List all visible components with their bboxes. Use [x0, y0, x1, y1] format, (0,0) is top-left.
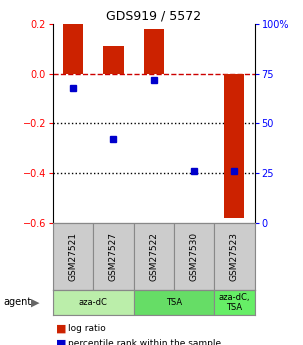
Text: percentile rank within the sample: percentile rank within the sample [68, 339, 221, 345]
Bar [224, 74, 245, 218]
Bar [103, 47, 124, 74]
Text: GSM27522: GSM27522 [149, 232, 158, 280]
Text: log ratio: log ratio [68, 324, 106, 333]
Bar [53, 290, 134, 315]
Bar [174, 223, 214, 290]
Text: GSM27523: GSM27523 [230, 231, 239, 281]
Bar [63, 24, 83, 74]
Title: GDS919 / 5572: GDS919 / 5572 [106, 10, 201, 23]
Text: agent: agent [3, 297, 31, 307]
Bar [134, 290, 214, 315]
Text: aza-dC: aza-dC [79, 298, 108, 307]
Text: TSA: TSA [166, 298, 182, 307]
Text: ▶: ▶ [31, 297, 39, 307]
Bar [144, 29, 164, 74]
Bar [93, 223, 134, 290]
Bar [214, 223, 255, 290]
Text: GSM27521: GSM27521 [69, 231, 78, 281]
Text: aza-dC,
TSA: aza-dC, TSA [219, 293, 250, 312]
Text: GSM27527: GSM27527 [109, 231, 118, 281]
Bar [214, 290, 255, 315]
Text: ■: ■ [56, 324, 67, 333]
Text: ■: ■ [56, 339, 67, 345]
Text: GSM27530: GSM27530 [190, 231, 198, 281]
Bar [134, 223, 174, 290]
Bar [53, 223, 93, 290]
